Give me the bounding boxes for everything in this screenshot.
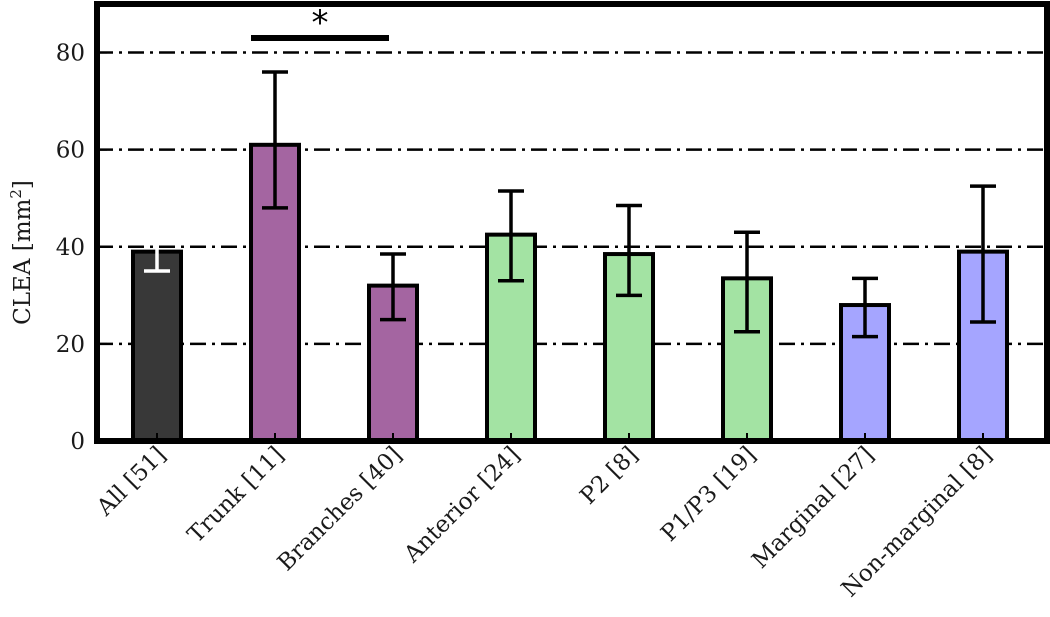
y-tick-label-60: 60 (56, 138, 85, 164)
category-label-4: P2 [8] (575, 442, 643, 510)
x-axis-labels: All [51] Trunk [11]Branches [40]Anterior … (91, 433, 997, 602)
y-axis-title: CLEA [mm2] (7, 180, 36, 325)
category-label-2: Branches [40] (273, 442, 407, 576)
category-label-3: Anterior [24] (399, 442, 526, 569)
y-axis-title-main: CLEA [mm (10, 198, 36, 324)
y-tick-label-0: 0 (70, 429, 85, 455)
error-bar-0 (144, 228, 170, 273)
y-tick-label-20: 20 (56, 332, 85, 358)
category-label-0: All [51] (91, 442, 171, 522)
bar-0 (131, 249, 183, 443)
error-bar-6 (852, 276, 878, 339)
error-bars (144, 70, 996, 339)
y-axis-title-superscript: 2 (7, 189, 25, 199)
error-bar-1 (262, 70, 288, 210)
bars (131, 142, 1009, 444)
y-axis-ticks: 0 20 40 60 80 (56, 41, 107, 455)
y-tick-label-80: 80 (56, 41, 85, 67)
significance-label: * (312, 3, 329, 43)
y-tick-label-40: 40 (56, 235, 85, 261)
error-bar-3 (498, 189, 524, 283)
error-bar-4 (616, 203, 642, 298)
category-label-5: P1/P3 [19] (656, 442, 761, 547)
plot-frame (94, 1, 1050, 444)
category-label-6: Marginal [27] (747, 442, 879, 574)
error-bar-7 (970, 184, 996, 324)
category-label-1: Trunk [11] (183, 442, 289, 548)
error-bar-2 (380, 252, 406, 322)
error-bar-5 (734, 230, 760, 334)
y-axis-title-suffix: ] (10, 180, 36, 189)
significance-marker: * (251, 3, 389, 43)
gridlines (97, 51, 1047, 346)
